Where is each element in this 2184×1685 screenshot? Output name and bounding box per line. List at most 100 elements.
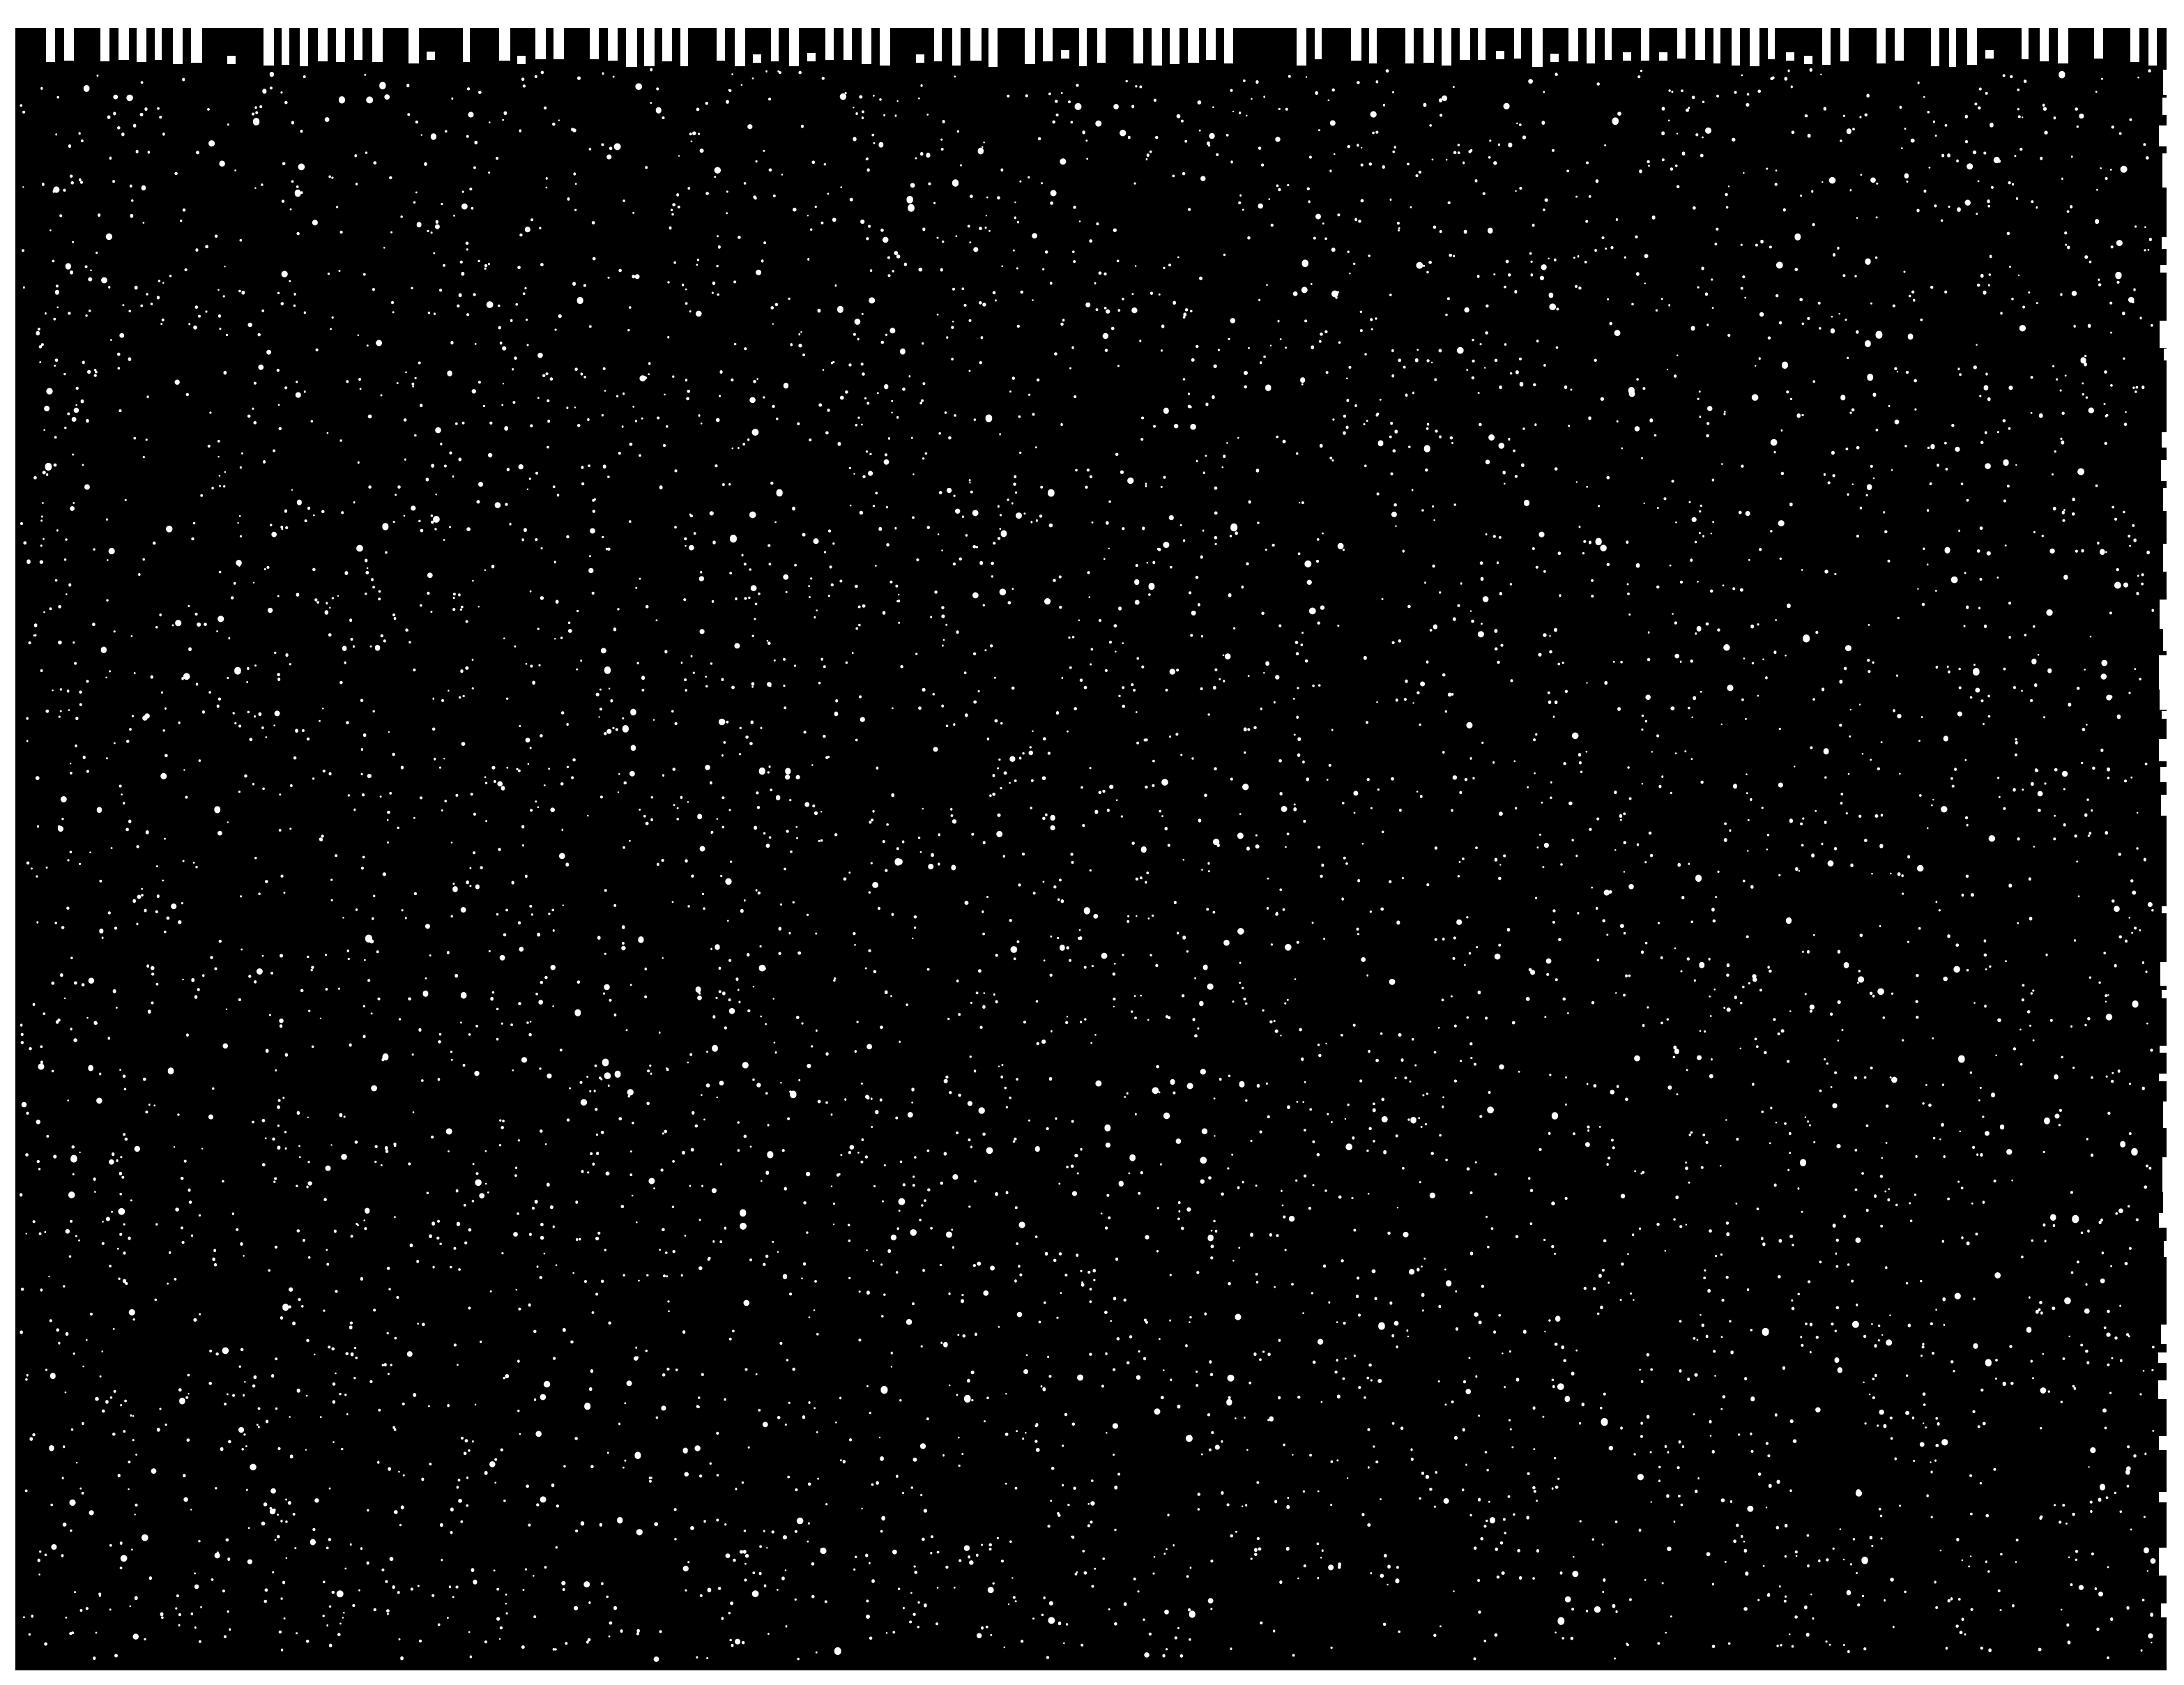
notch (880, 28, 890, 66)
notch (1822, 28, 1831, 65)
notch (934, 28, 942, 61)
edge-chip (2163, 488, 2173, 511)
notch (137, 28, 146, 62)
edge-chip (2162, 432, 2171, 448)
notch (771, 28, 779, 61)
edge-chip (2159, 739, 2169, 761)
notch (2094, 28, 2103, 59)
notch (1351, 28, 1361, 61)
notch (970, 28, 982, 61)
notch (1695, 28, 1705, 60)
notch (1152, 28, 1162, 66)
notch (336, 28, 345, 62)
edge-chip (2159, 655, 2169, 689)
notch (590, 28, 599, 59)
notch (354, 28, 362, 60)
notch (318, 28, 328, 61)
edge-chip (2161, 1325, 2171, 1344)
notch (644, 28, 655, 66)
edge-chip (2159, 1074, 2169, 1081)
notch (2022, 28, 2029, 59)
notch (662, 28, 672, 61)
edge-chip (2163, 1185, 2173, 1219)
notch-dot (1659, 52, 1667, 61)
notch (2058, 28, 2068, 63)
notch (789, 28, 799, 66)
notch (1369, 28, 1377, 63)
notch (1315, 28, 1322, 59)
notch (173, 28, 183, 64)
edge-chip (2162, 237, 2171, 249)
notch (100, 28, 109, 61)
notch (843, 28, 852, 60)
notch (300, 28, 308, 66)
edge-chip (2163, 544, 2173, 572)
notch (2148, 28, 2157, 66)
notch (1460, 28, 1470, 60)
notch (1478, 28, 1486, 60)
notch (1840, 28, 1849, 61)
notch (264, 28, 274, 66)
star-field (20, 68, 2156, 1662)
notch-dot (227, 56, 236, 64)
notch-dot (517, 56, 526, 64)
notch (1097, 28, 1106, 63)
edge-chip (2161, 795, 2171, 816)
edge-chip (2162, 1157, 2172, 1192)
notch-dot (916, 54, 924, 63)
notch (1423, 28, 1434, 63)
notch (1079, 28, 1087, 66)
edge-chip (2159, 1213, 2169, 1228)
notch (1877, 28, 1886, 63)
notch (626, 28, 637, 67)
notch (1750, 28, 1759, 66)
edge-chip (2162, 98, 2172, 115)
notch (825, 28, 834, 60)
notch (735, 28, 745, 66)
notch (1188, 28, 1199, 63)
notch (155, 28, 162, 60)
edge-chip (2159, 1492, 2169, 1502)
edge-chip (2161, 460, 2171, 481)
notch (1641, 28, 1649, 61)
notch (1768, 28, 1775, 59)
edge-chip (2162, 906, 2171, 913)
notch (1224, 28, 1233, 63)
edge-chip (2158, 1352, 2168, 1363)
notch (1405, 28, 1414, 63)
edge-chip (2164, 349, 2174, 360)
notch (1949, 28, 1956, 67)
edge-chip (2162, 990, 2171, 998)
notch-dot (427, 52, 435, 60)
edge-chip (2162, 711, 2171, 719)
notch (1677, 28, 1686, 59)
notch-dot (1061, 50, 1069, 59)
notch (717, 28, 725, 61)
notch (1568, 28, 1578, 61)
edge-chip (2163, 627, 2173, 651)
notch (1043, 28, 1053, 61)
ragged-edge (2158, 70, 2174, 1617)
notch (553, 28, 564, 59)
edge-chip (2160, 767, 2170, 782)
edge-chip (2159, 125, 2169, 146)
notch (191, 28, 202, 63)
notch (408, 28, 419, 63)
edge-chip (2160, 1046, 2169, 1053)
notch (463, 28, 470, 62)
notch (1532, 28, 1543, 67)
notch (862, 28, 871, 64)
notch-dot (753, 54, 761, 63)
notch (1895, 28, 1904, 61)
edge-chip (2159, 1548, 2169, 1576)
notch (1587, 28, 1595, 63)
notch (119, 28, 129, 60)
notch (372, 28, 383, 62)
notch (2130, 28, 2139, 62)
notch (680, 28, 688, 66)
notch (1605, 28, 1612, 60)
notch (1297, 28, 1306, 66)
notch (64, 28, 74, 61)
